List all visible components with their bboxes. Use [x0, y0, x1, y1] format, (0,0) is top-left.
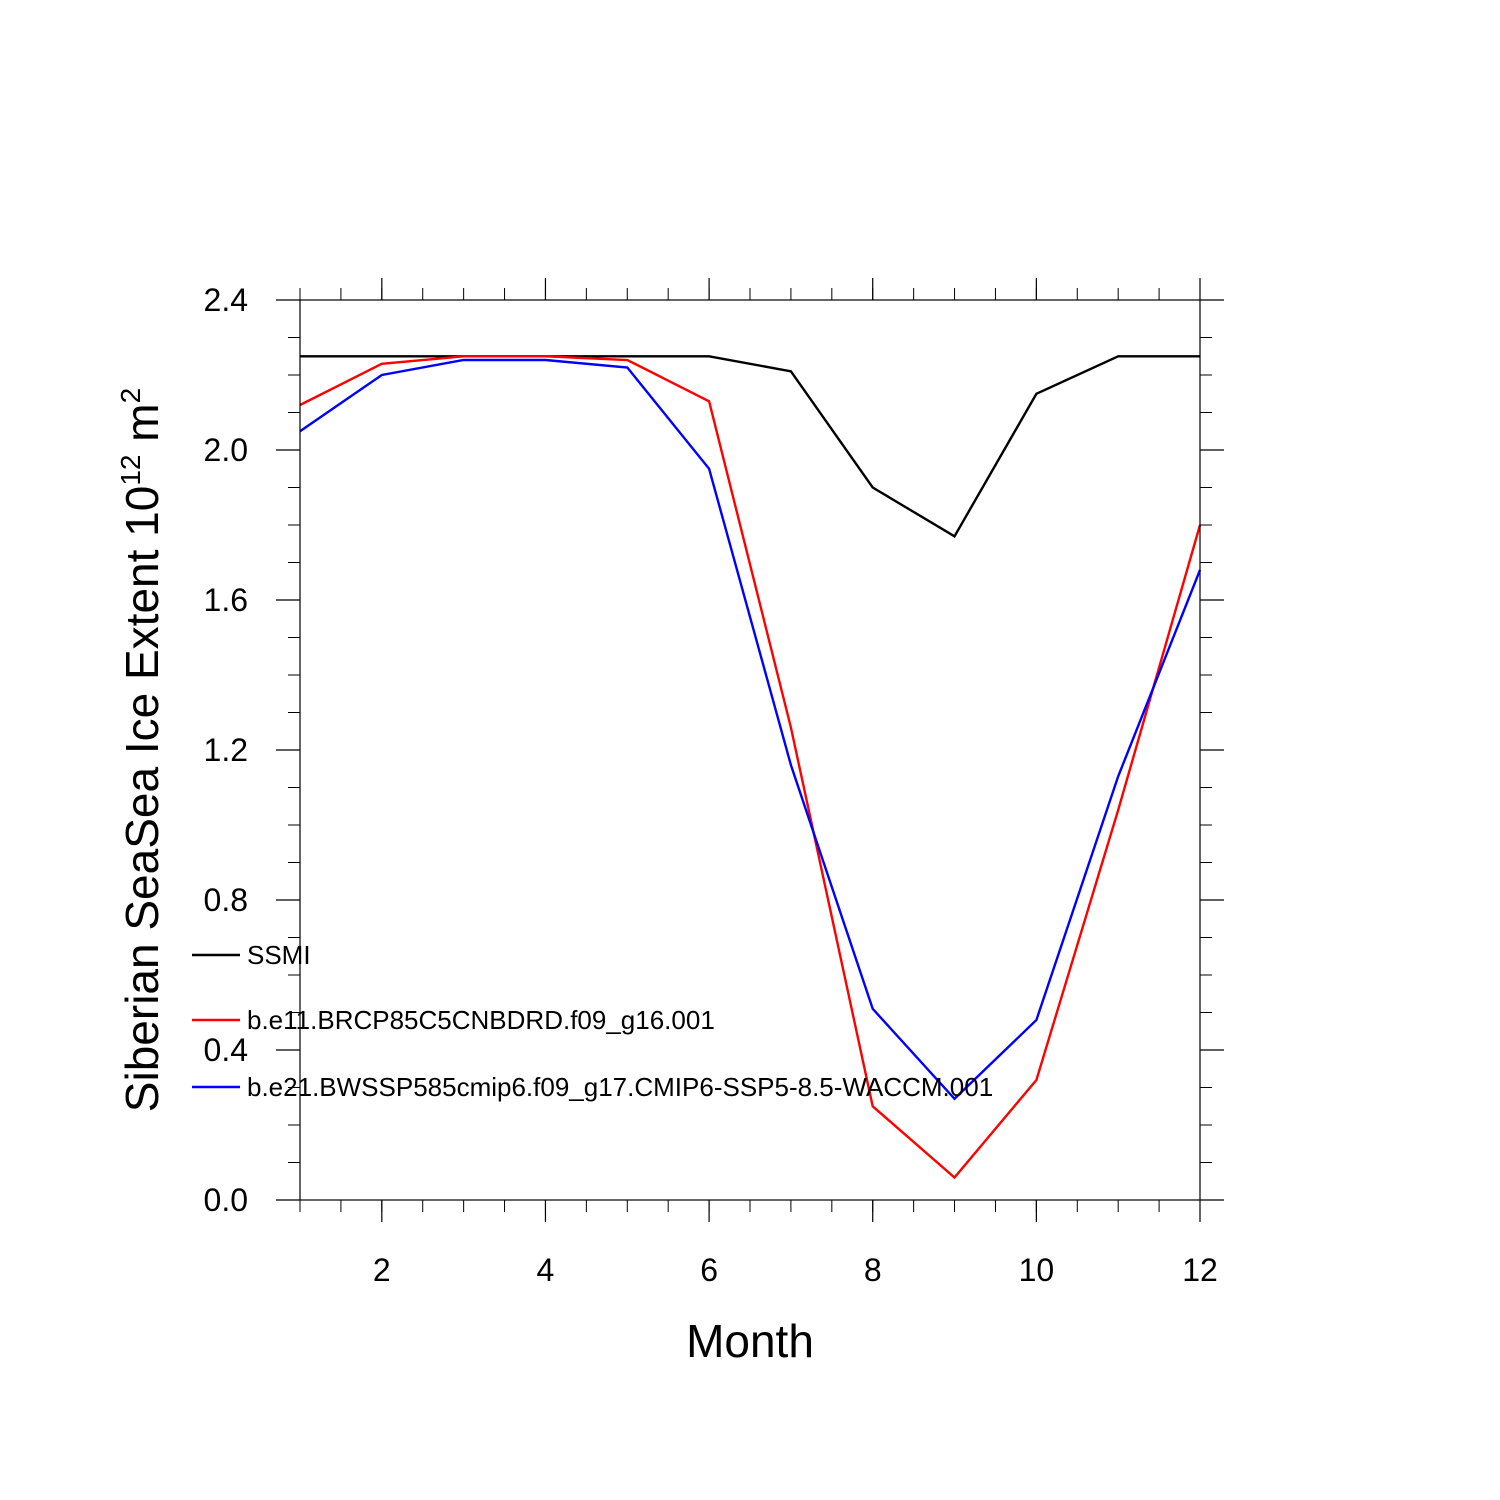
x-tick-label: 6 — [700, 1252, 718, 1288]
series-line-3 — [299, 358, 1202, 1101]
series-line-2 — [299, 355, 1202, 1180]
y-axis-title-main: Siberian SeaSea Ice Extent 10 — [116, 486, 168, 1113]
x-tick-label: 12 — [1182, 1252, 1218, 1288]
y-tick-label: 0.8 — [204, 882, 248, 918]
major-ticks — [276, 278, 1224, 1222]
y-tick-label: 2.0 — [204, 432, 248, 468]
series-lines — [299, 355, 1202, 1180]
y-axis-title-unit: m — [116, 403, 168, 454]
plot-frame — [299, 299, 1201, 1201]
y-tick-labels: 0.0 0.4 0.8 1.2 1.6 2.0 2.4 — [204, 282, 248, 1218]
y-axis-title-exponent: 12 — [115, 455, 146, 486]
y-tick-label: 1.6 — [204, 582, 248, 618]
y-tick-label: 0.0 — [204, 1182, 248, 1218]
x-tick-labels: 2 4 6 8 10 12 — [373, 1252, 1218, 1288]
x-axis-title: Month — [686, 1315, 814, 1367]
series-line-1 — [300, 355, 1200, 538]
x-tick-label: 10 — [1019, 1252, 1055, 1288]
legend-label: SSMI — [247, 940, 311, 970]
y-axis-title: Siberian SeaSea Ice Extent 1012 m2 — [115, 388, 168, 1112]
legend: SSMI b.e11.BRCP85C5CNBDRD.f09_g16.001 b.e2… — [192, 940, 993, 1102]
y-tick-label: 0.4 — [204, 1032, 248, 1068]
legend-label: b.e21.BWSSP585cmip6.f09_g17.CMIP6-SSP5-8… — [247, 1072, 993, 1102]
y-tick-label: 2.4 — [204, 282, 248, 318]
x-tick-label: 2 — [373, 1252, 391, 1288]
x-tick-label: 4 — [537, 1252, 555, 1288]
x-tick-label: 8 — [864, 1252, 882, 1288]
legend-label: b.e11.BRCP85C5CNBDRD.f09_g16.001 — [247, 1005, 715, 1035]
y-axis-title-unit-exponent: 2 — [115, 388, 146, 404]
y-tick-label: 1.2 — [204, 732, 248, 768]
